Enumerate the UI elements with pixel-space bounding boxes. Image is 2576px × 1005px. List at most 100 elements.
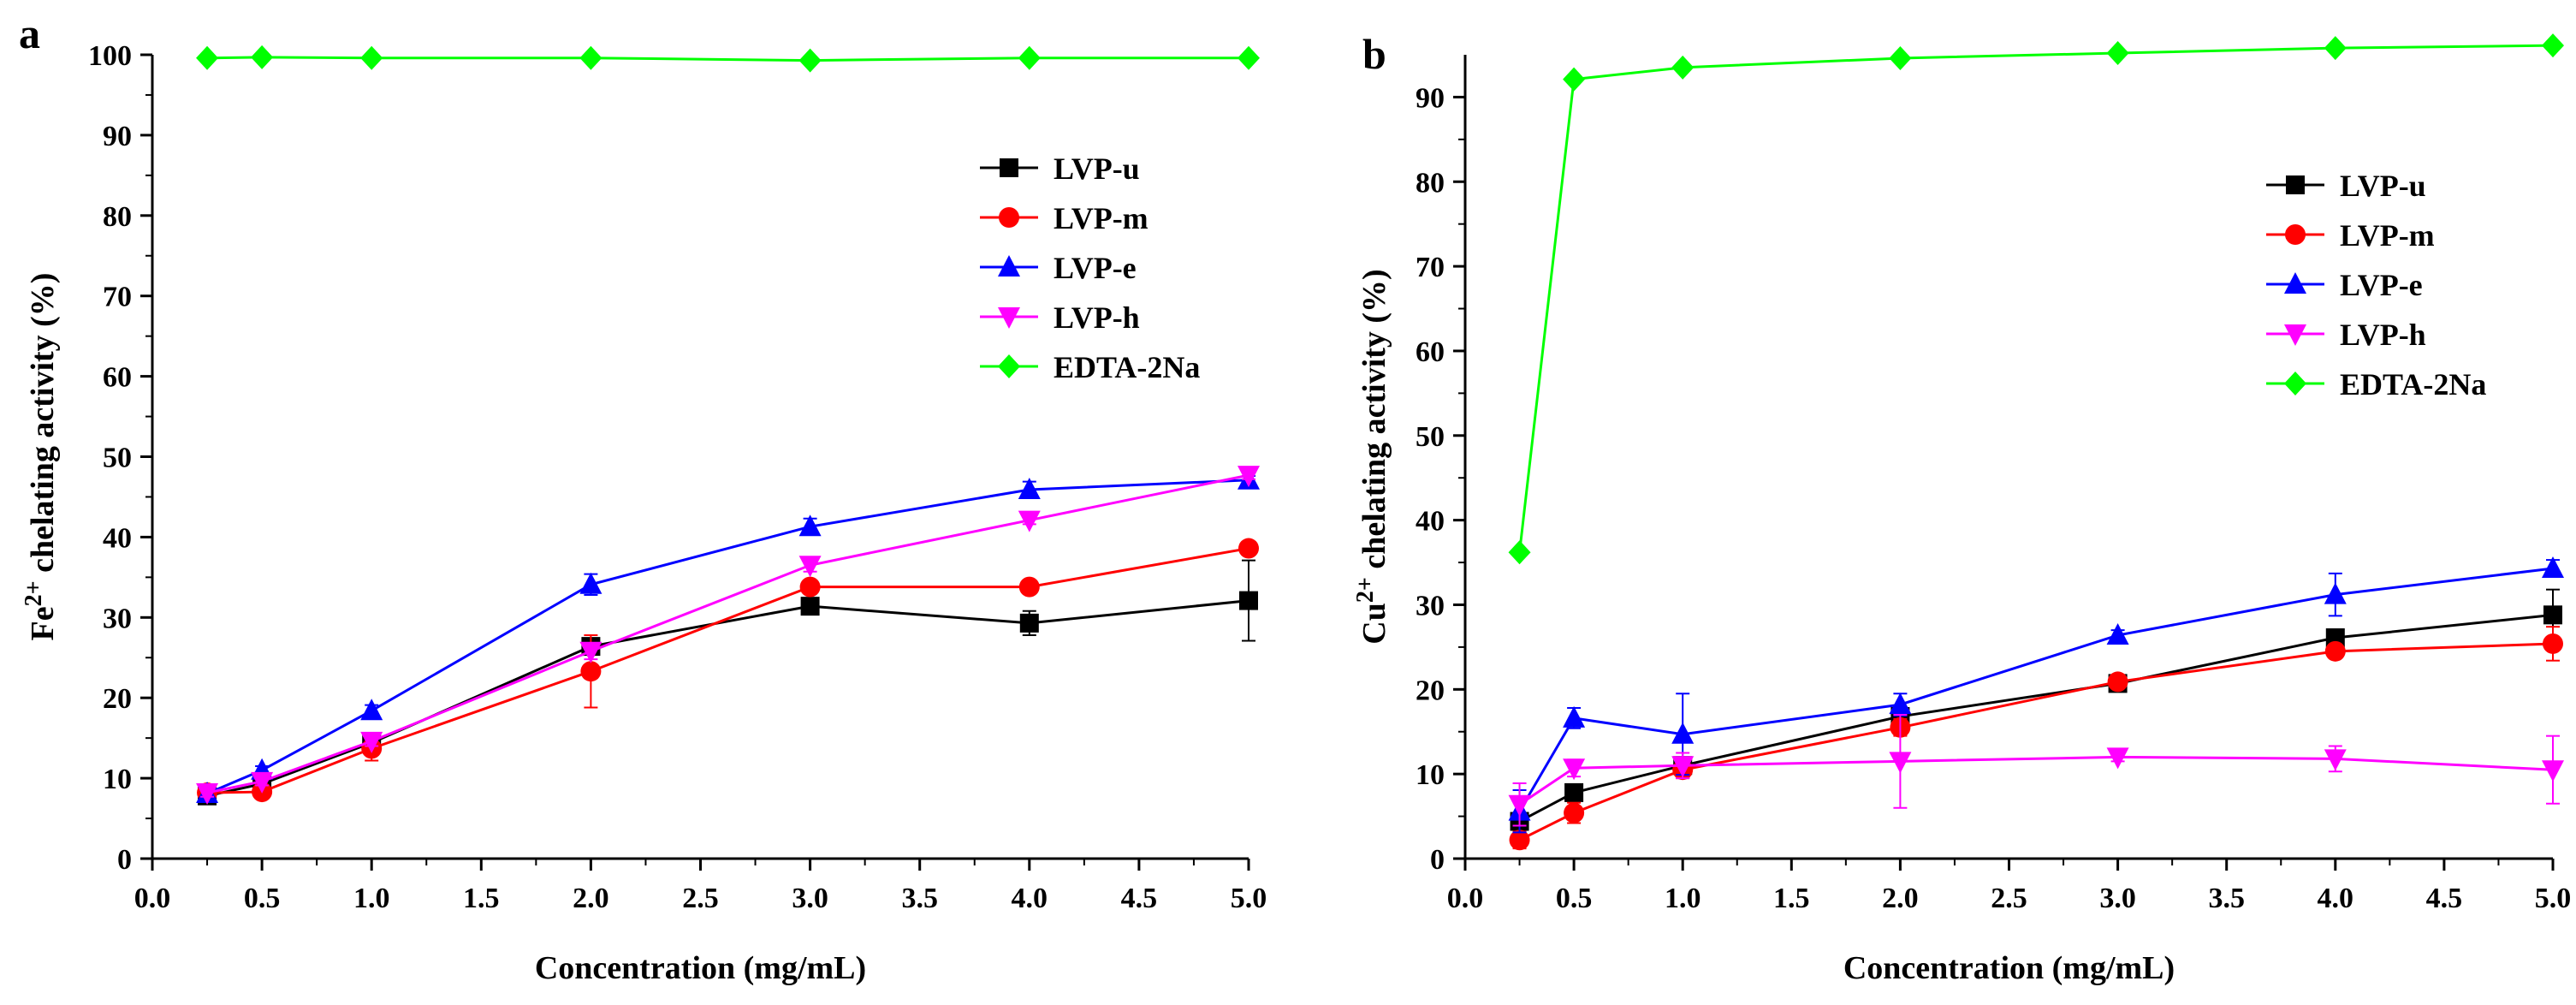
data-point [251,45,274,69]
series-line [207,547,1249,794]
legend-item: EDTA-2Na [2266,367,2486,401]
legend-label: LVP-e [1054,251,1137,285]
data-point [1508,794,1531,817]
x-tick-label: 4.5 [2426,883,2463,914]
y-axis-title: Fe2+ chelating activity (%) [21,273,61,641]
data-point [2543,605,2562,625]
x-tick-label: 0.5 [1556,883,1593,914]
data-point [579,572,602,594]
data-point [196,45,219,70]
legend-marker [998,307,1020,329]
y-axis-title: Cu2+ chelating activity (%) [1352,269,1392,644]
data-point [1889,45,1912,70]
data-point [2106,747,2129,770]
data-point [1018,477,1041,499]
x-tick-label: 3.0 [2099,883,2136,914]
x-axis-title: Concentration (mg/mL) [1843,950,2175,986]
x-tick-label: 5.0 [2535,883,2572,914]
data-point [1018,576,1040,598]
data-point [580,661,602,682]
data-point [2324,749,2347,771]
legend-marker [1000,158,1018,177]
data-point [1671,722,1695,744]
x-tick-label: 3.5 [2208,883,2245,914]
x-tick-label: 1.0 [353,883,390,914]
x-tick-label: 2.0 [1882,883,1919,914]
y-tick-label: 20 [103,683,132,715]
series-line [206,473,1249,794]
data-point [1018,45,1041,70]
data-point [1889,752,1912,774]
data-point [1671,55,1695,80]
series-EDTA-2Na [196,45,1260,73]
y-axis-title-prefix: Fe [25,606,61,640]
y-axis-title-prefix: Cu [1356,603,1392,645]
series-EDTA-2Na [1508,33,2564,565]
legend-item: LVP-e [980,251,1137,285]
chart-panel-a: 0.0 0.5 1.0 1.5 2.0 2.5 3.0 3.5 4.0 4.5 5.0 0 10 20 30… [19,9,1267,986]
x-tick-label: 0.0 [134,883,171,914]
x-tick-label: 4.0 [2318,883,2354,914]
x-tick-label: 0.5 [244,883,281,914]
data-point [360,699,383,721]
legend-item: LVP-m [980,201,1149,235]
y-tick-label: 80 [1416,167,1445,199]
data-point [2324,640,2346,662]
data-point [579,641,602,663]
data-point [1018,510,1041,532]
legend-marker [2284,272,2306,294]
legend-item: LVP-u [980,152,1140,186]
data-point [1564,802,1585,824]
data-point [2542,33,2564,58]
data-point [251,771,274,794]
data-point [2542,760,2564,782]
y-axis-title-suffix: chelating activity (%) [1356,269,1392,577]
data-point [1509,830,1530,851]
data-point [798,48,822,73]
data-point [1239,591,1258,610]
data-point [1019,613,1039,633]
panel-letter: a [19,9,40,57]
legend: LVP-u LVP-m LVP-e LVP-h EDTA-2Na [2266,169,2486,401]
legend-label: LVP-e [2340,268,2423,302]
y-tick-label: 20 [1416,675,1445,706]
x-tick-label: 3.5 [901,883,938,914]
data-point [800,597,820,616]
legend-item: LVP-m [2266,218,2435,253]
legend-label: LVP-h [2340,318,2426,352]
y-tick-label: 90 [1416,82,1445,114]
legend-marker [998,354,1020,378]
data-point [2106,41,2129,66]
data-point [196,783,219,806]
series-LVP-u [1510,588,2562,831]
series-LVP-e [1508,556,2564,834]
data-point [1563,758,1586,781]
y-tick-label: 0 [117,844,132,876]
y-tick-label: 0 [1430,844,1445,876]
y-tick-label: 40 [1416,506,1445,538]
data-point [1238,45,1260,70]
series-LVP-e [196,467,1260,803]
x-tick-label: 0.0 [1447,883,1484,914]
series-LVP-m [197,538,1259,804]
legend-item: LVP-e [2266,268,2423,302]
legend-marker [999,207,1019,228]
y-tick-label: 10 [1416,759,1445,791]
y-tick-label: 10 [103,764,132,795]
legend-item: LVP-h [2266,318,2426,352]
data-point [1563,705,1586,728]
legend-label: LVP-u [2340,169,2426,203]
x-axis-title: Concentration (mg/mL) [535,950,866,986]
data-point [1671,756,1695,778]
legend-label: EDTA-2Na [2340,367,2486,401]
data-point [1564,782,1584,802]
legend-item: LVP-h [980,300,1140,335]
y-tick-label: 90 [103,121,132,152]
y-tick-label: 70 [1416,252,1445,283]
x-tick-label: 2.5 [1991,883,2027,914]
legend: LVP-u LVP-m LVP-e LVP-h EDTA-2Na [980,152,1200,384]
y-tick-label: 100 [88,40,132,72]
panel-letter: b [1362,30,1386,78]
data-point [798,514,822,537]
